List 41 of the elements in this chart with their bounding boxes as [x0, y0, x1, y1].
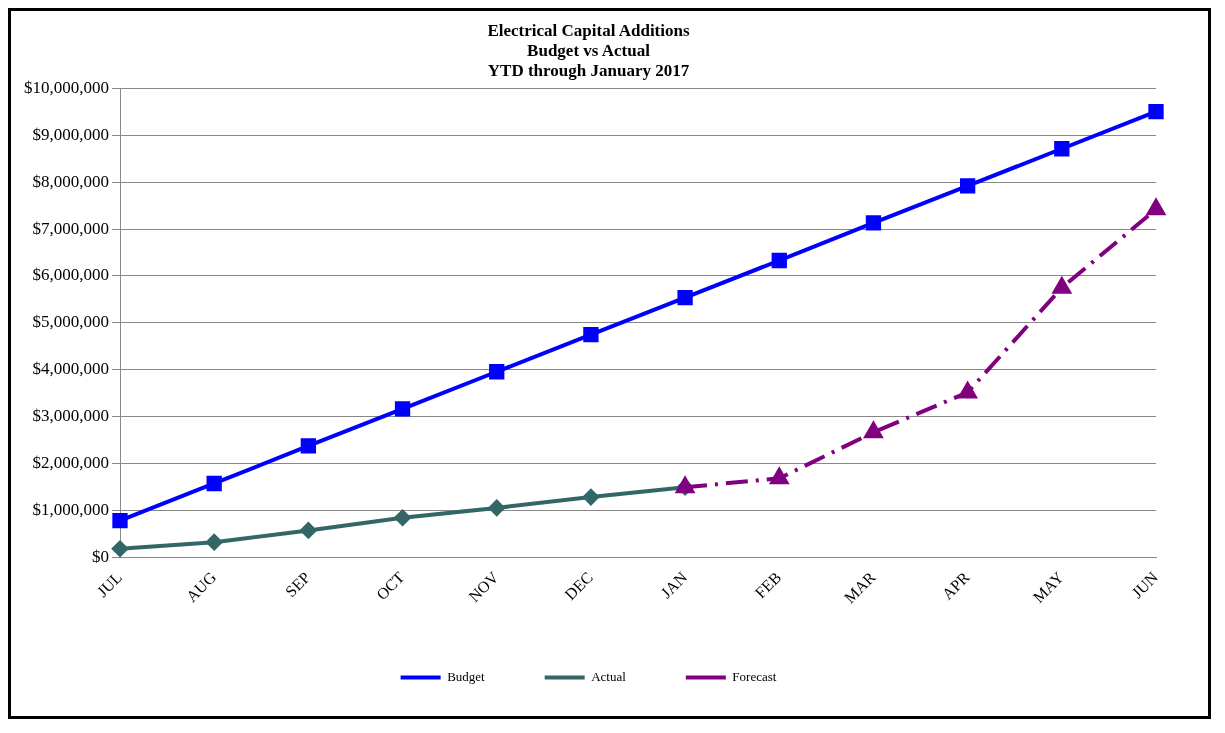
point: [1054, 141, 1070, 157]
point: [1052, 277, 1071, 294]
x-tick-label: FEB: [751, 568, 785, 602]
point: [864, 422, 883, 439]
y-tick-label: $9,000,000: [32, 124, 109, 144]
point: [1147, 199, 1165, 216]
point: [959, 178, 976, 194]
point: [770, 468, 789, 485]
point: [112, 540, 128, 557]
point: [300, 522, 317, 539]
point: [206, 475, 222, 492]
x-tick-label: SEP: [281, 568, 314, 601]
point: [583, 327, 599, 343]
y-tick-label: $5,000,000: [32, 312, 109, 332]
legend-label: Actual: [591, 668, 627, 684]
point: [489, 364, 505, 380]
point: [300, 438, 317, 454]
y-tick-label: $10,000,000: [24, 77, 109, 97]
point: [394, 509, 411, 526]
point: [112, 512, 128, 529]
y-tick-label: $2,000,000: [32, 453, 109, 473]
point: [206, 534, 223, 551]
y-tick-label: $7,000,000: [32, 218, 109, 238]
point: [677, 289, 693, 306]
point: [1148, 104, 1164, 120]
point: [771, 252, 787, 269]
point: [958, 382, 977, 399]
x-tick-label: JUL: [93, 568, 126, 601]
y-tick-label: $8,000,000: [32, 171, 109, 191]
point: [488, 499, 505, 516]
point: [394, 401, 411, 417]
point: [582, 489, 599, 506]
y-tick-label: $0: [92, 547, 109, 567]
y-tick-label: $1,000,000: [32, 500, 109, 520]
point: [865, 215, 882, 231]
legend-label: Budget: [447, 668, 486, 684]
chart-title: Electrical Capital Additions Budget vs Actual YTD through January 2017: [487, 20, 690, 81]
legend-label: Forecast: [732, 668, 777, 684]
y-tick-label: $3,000,000: [32, 406, 109, 426]
y-tick-label: $6,000,000: [32, 265, 109, 285]
y-tick-label: $4,000,000: [32, 359, 109, 379]
